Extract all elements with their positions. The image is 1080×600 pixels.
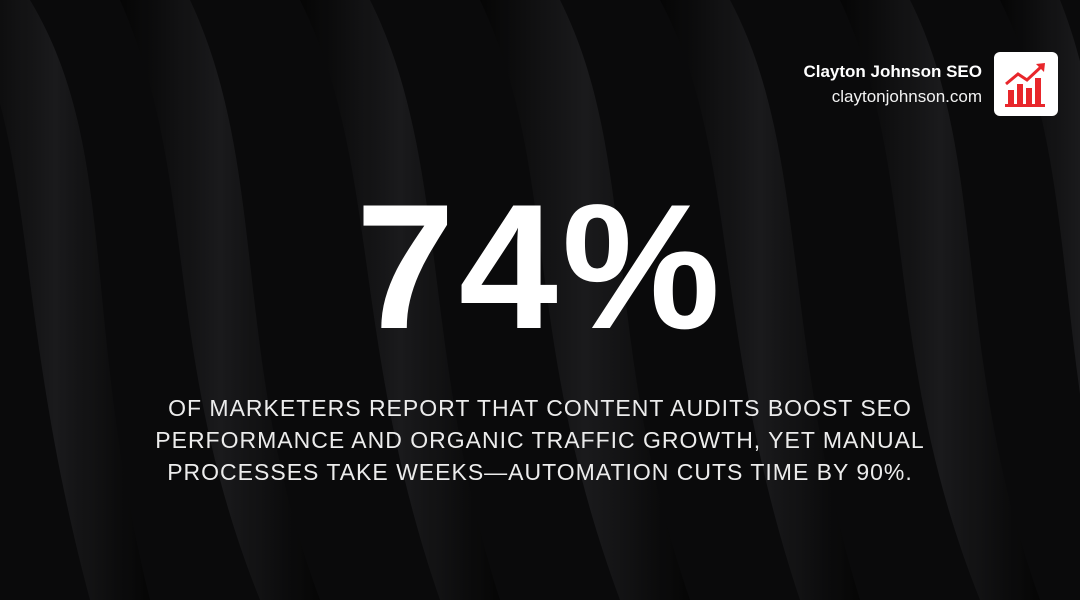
stat-value: 74% (355, 167, 725, 366)
brand-name: Clayton Johnson SEO (803, 62, 982, 81)
description-line: OF MARKETERS REPORT THAT CONTENT AUDITS … (168, 395, 912, 421)
brand: Clayton Johnson SEO claytonjohnson.com (803, 60, 982, 110)
logo-icon (1005, 63, 1045, 107)
description-line: PERFORMANCE AND ORGANIC TRAFFIC GROWTH, … (155, 427, 925, 453)
brand-url: claytonjohnson.com (831, 87, 982, 106)
logo (994, 52, 1058, 116)
description-line: PROCESSES TAKE WEEKS—AUTOMATION CUTS TIM… (167, 459, 913, 485)
stat-description: OF MARKETERS REPORT THAT CONTENT AUDITS … (0, 392, 1080, 488)
